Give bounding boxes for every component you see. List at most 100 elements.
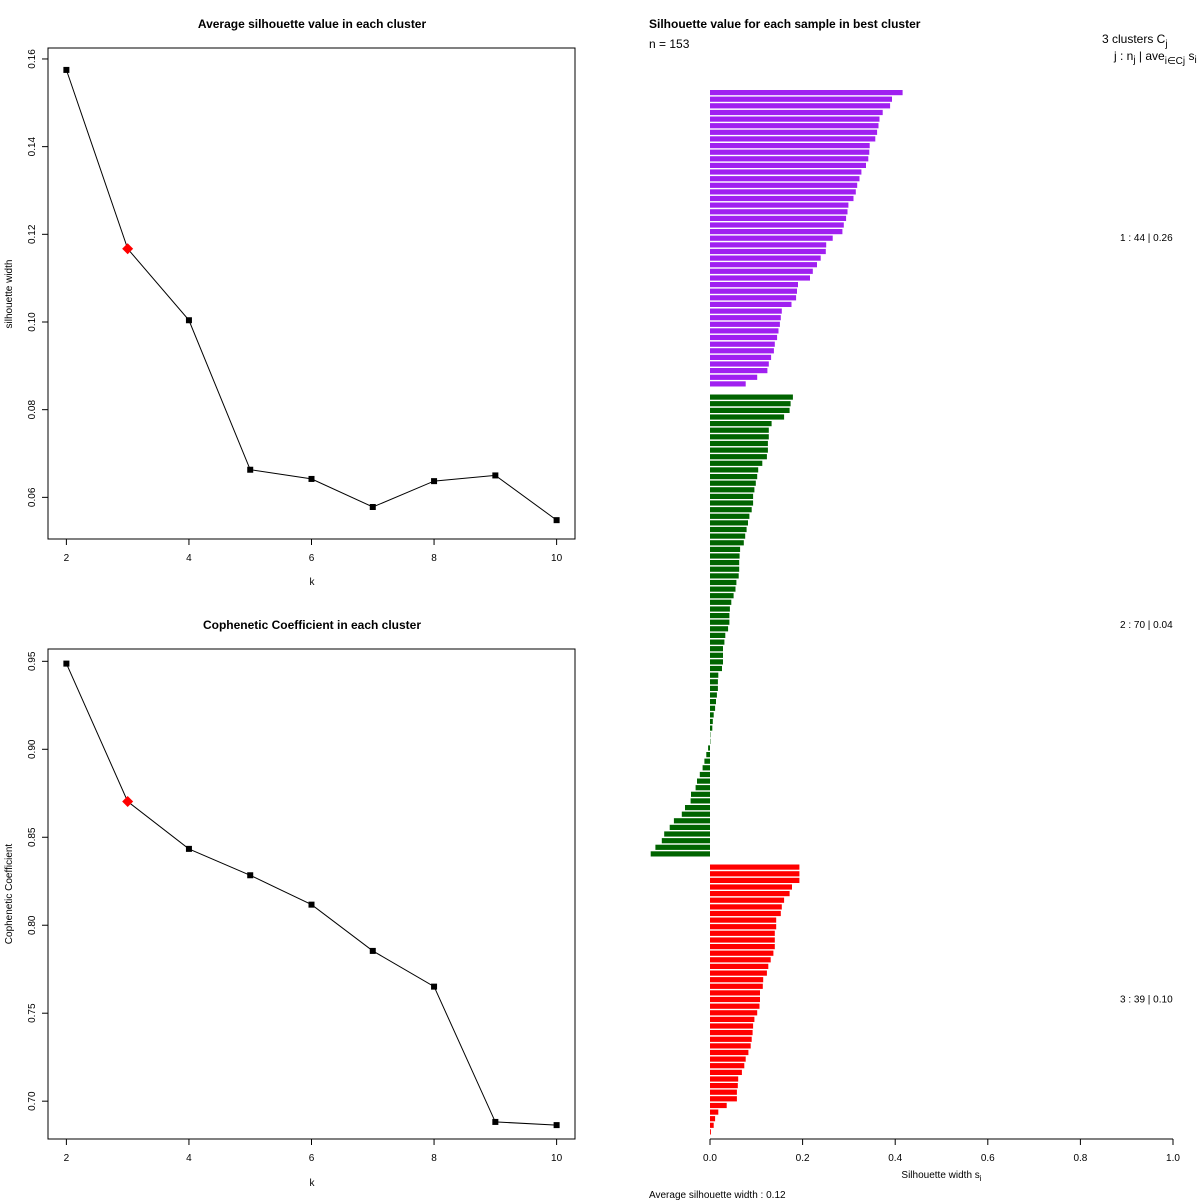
silhouette-xtick-label: 0.2: [796, 1153, 810, 1164]
silhouette-xtick-label: 0.6: [981, 1153, 995, 1164]
avg-silhouette-xtick-label: 2: [64, 553, 70, 564]
cluster-1-bar: [710, 136, 876, 142]
silhouette-xtick-label: 0.4: [888, 1153, 902, 1164]
cluster-1-bar: [710, 381, 746, 387]
cluster-3-bar: [710, 1043, 751, 1049]
cophenetic-xtick-label: 8: [431, 1153, 437, 1164]
cluster-2-bar: [710, 626, 729, 632]
avg-silhouette-ytick-label: 0.14: [27, 136, 38, 156]
cluster-3-bar: [710, 937, 775, 943]
cluster-2-bar: [710, 725, 713, 731]
clusters-header-sub: j: [1164, 39, 1167, 50]
cluster-3-bar: [710, 1129, 711, 1135]
cluster-1-label: 1 : 44 | 0.26: [1120, 233, 1173, 244]
cluster-1-bar: [710, 308, 782, 314]
cluster-2-bar: [710, 401, 791, 407]
avg-silhouette-panel: Average silhouette value in each cluster…: [4, 17, 576, 588]
cluster-1-bar: [710, 109, 883, 116]
cluster-2-bar: [697, 778, 710, 784]
cluster-2-bar: [702, 765, 710, 771]
cluster-1-bar: [710, 229, 843, 235]
cluster-3-bar: [710, 1010, 758, 1016]
cluster-2-bar: [691, 791, 710, 797]
cluster-1-bar: [710, 176, 860, 182]
cluster-3-bar: [710, 970, 767, 976]
cluster-2-bar: [710, 606, 730, 612]
cluster-1-bar: [710, 96, 892, 102]
cluster-2-bar: [710, 573, 739, 579]
cluster-3-bar: [710, 950, 774, 956]
cluster-3-bar: [710, 1102, 727, 1109]
cluster-2-bar: [710, 513, 750, 519]
cluster-3-bar: [710, 1089, 737, 1095]
cluster-2-bar: [690, 798, 710, 804]
cluster-2-bar: [710, 440, 768, 447]
cluster-1-bar: [710, 341, 775, 347]
cluster-3-bar: [710, 990, 760, 996]
sample-count-label: n = 153: [649, 37, 690, 51]
avg-silhouette-xtick-label: 8: [431, 553, 437, 564]
cluster-1-bar: [710, 143, 870, 149]
cluster-1-bar: [710, 195, 854, 202]
cluster-3-bar: [710, 1083, 738, 1089]
cluster-1-bar: [710, 348, 774, 354]
cluster-2-bar: [710, 526, 747, 533]
cluster-2-bar: [710, 659, 723, 665]
cluster-1-bar: [710, 361, 769, 367]
avg-silhouette-data-point: [63, 66, 70, 73]
cluster-1-bar: [710, 169, 862, 175]
cluster-1-bar: [710, 123, 879, 129]
clusters-header: 3 clusters Cj: [1102, 32, 1168, 50]
avg-silhouette-data-point: [553, 517, 560, 524]
subheader-part-3: s: [1185, 49, 1194, 63]
clusters-subheader: j : nj | avei∈Cj si: [1113, 49, 1197, 67]
cluster-2-bar: [710, 712, 714, 718]
cluster-1-bar: [710, 295, 797, 301]
cophenetic-ytick-label: 0.85: [27, 827, 38, 847]
cophenetic-best-k-point: [122, 796, 134, 808]
silhouette-xtick-label: 0.0: [703, 1153, 717, 1164]
cluster-3-bar: [710, 983, 763, 989]
cluster-2-bar: [710, 474, 758, 480]
cluster-3-bar: [710, 877, 800, 883]
cluster-1-bar: [710, 248, 826, 255]
cluster-2-bar: [664, 831, 710, 837]
cluster-3-bar: [710, 1049, 749, 1056]
avg-silhouette-title: Average silhouette value in each cluster: [198, 17, 427, 31]
cluster-2-bar: [710, 460, 763, 466]
cophenetic-ytick-label: 0.95: [27, 651, 38, 671]
cluster-2-bar: [710, 652, 723, 658]
silhouette-plot-title: Silhouette value for each sample in best…: [649, 17, 921, 31]
cluster-1-bar: [710, 209, 848, 215]
cluster-1-bar: [710, 282, 798, 288]
cluster-2-bar: [710, 447, 768, 453]
cluster-1-bar: [710, 301, 792, 307]
cluster-2-bar: [699, 771, 710, 778]
cluster-2-bar: [710, 599, 732, 605]
avg-silhouette-data-point: [185, 317, 192, 324]
cophenetic-ytick-label: 0.80: [27, 915, 38, 935]
cluster-2-bar: [710, 553, 740, 559]
cophenetic-data-point: [553, 1122, 560, 1129]
avg-silhouette-xtick-label: 4: [186, 553, 192, 564]
cophenetic-xtick-label: 2: [64, 1153, 70, 1164]
cophenetic-ylabel: Cophenetic Coefficient: [4, 844, 15, 945]
cophenetic-xlabel: k: [310, 1178, 316, 1189]
cluster-2-bar: [710, 718, 713, 725]
cluster-3-bar: [710, 1076, 739, 1082]
cophenetic-xtick-label: 6: [309, 1153, 315, 1164]
cluster-2-bar: [704, 758, 710, 764]
cophenetic-ytick-label: 0.70: [27, 1091, 38, 1111]
cophenetic-data-point: [431, 983, 438, 990]
cluster-3-bar: [710, 1063, 745, 1069]
cophenetic-data-point: [308, 901, 315, 908]
subheader-part-1: j : n: [1113, 49, 1133, 63]
cluster-1-bar: [710, 275, 810, 281]
cophenetic-data-point: [492, 1118, 499, 1125]
cluster-2-bar: [681, 811, 710, 817]
clusters-header-text: 3 clusters C: [1102, 32, 1166, 46]
avg-silhouette-best-k-point: [122, 243, 134, 255]
cluster-2-bar: [710, 613, 730, 619]
cophenetic-xtick-label: 4: [186, 1153, 192, 1164]
